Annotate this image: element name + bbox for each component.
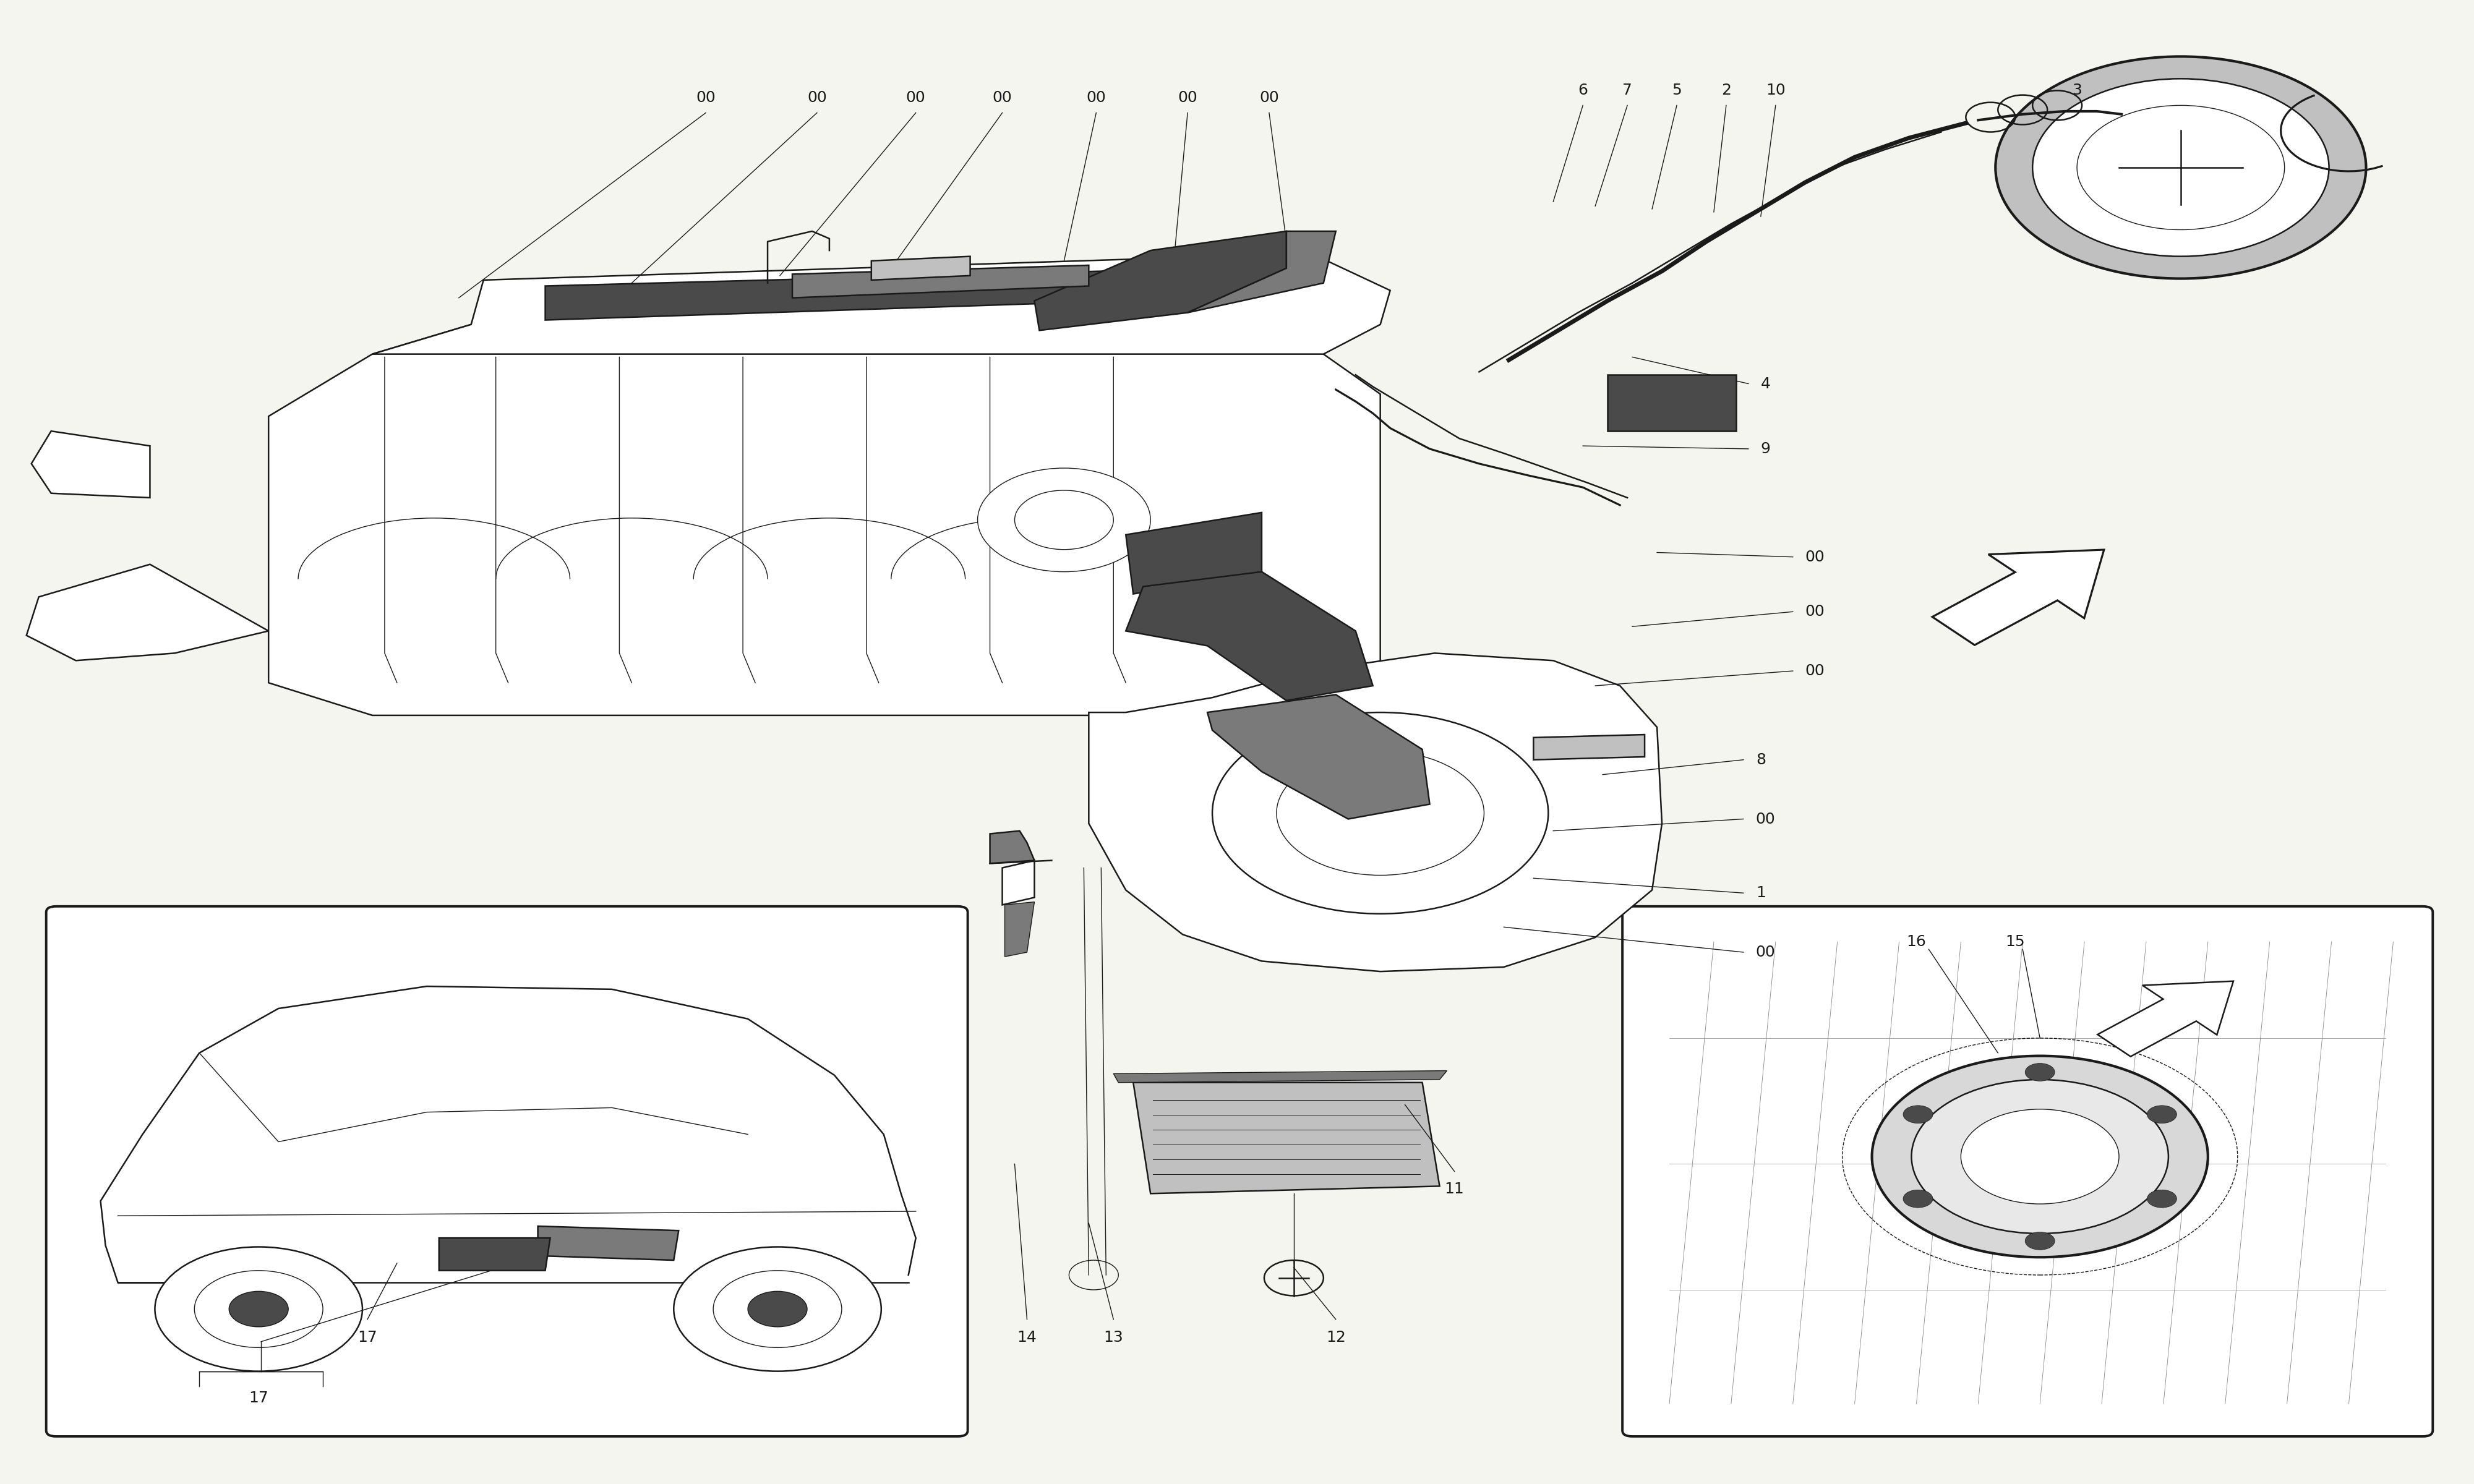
- Text: 00: 00: [1178, 91, 1197, 105]
- Text: 8: 8: [1757, 752, 1766, 767]
- Circle shape: [1212, 712, 1549, 914]
- Polygon shape: [1126, 512, 1262, 594]
- Text: 00: 00: [1806, 663, 1826, 678]
- Polygon shape: [1089, 653, 1663, 972]
- Circle shape: [977, 467, 1150, 571]
- Polygon shape: [537, 1226, 678, 1260]
- Circle shape: [747, 1291, 807, 1327]
- Circle shape: [1903, 1106, 1932, 1123]
- Circle shape: [1873, 1057, 2207, 1257]
- Text: 12: 12: [1326, 1330, 1346, 1345]
- Circle shape: [2026, 1232, 2056, 1250]
- Text: 00: 00: [1806, 604, 1826, 619]
- Polygon shape: [27, 564, 270, 660]
- Text: 00: 00: [1259, 91, 1279, 105]
- Circle shape: [2147, 1106, 2177, 1123]
- Circle shape: [156, 1247, 361, 1371]
- Circle shape: [673, 1247, 881, 1371]
- Text: 00: 00: [1086, 91, 1106, 105]
- Polygon shape: [270, 325, 1380, 715]
- Text: 17: 17: [359, 1330, 376, 1345]
- Text: 13: 13: [1103, 1330, 1123, 1345]
- Text: 17: 17: [250, 1391, 270, 1405]
- Polygon shape: [990, 831, 1034, 864]
- Text: 00: 00: [1757, 812, 1776, 827]
- Polygon shape: [792, 266, 1089, 298]
- Text: 00: 00: [905, 91, 925, 105]
- Circle shape: [1997, 56, 2365, 279]
- Circle shape: [1962, 1109, 2120, 1204]
- Polygon shape: [1002, 861, 1034, 905]
- FancyBboxPatch shape: [47, 907, 967, 1437]
- Bar: [1608, 375, 1737, 430]
- Polygon shape: [1207, 695, 1430, 819]
- Text: 2: 2: [1722, 83, 1732, 98]
- Polygon shape: [544, 269, 1212, 321]
- Polygon shape: [1004, 902, 1034, 957]
- Text: 5: 5: [1672, 83, 1682, 98]
- Polygon shape: [1126, 571, 1373, 700]
- Circle shape: [1014, 490, 1113, 549]
- Text: 4: 4: [1761, 377, 1771, 392]
- Circle shape: [195, 1270, 324, 1347]
- Text: 00: 00: [807, 91, 826, 105]
- Polygon shape: [871, 257, 970, 280]
- Text: 7: 7: [1623, 83, 1633, 98]
- Circle shape: [1903, 1190, 1932, 1208]
- Circle shape: [1912, 1079, 2167, 1233]
- Text: 00: 00: [1806, 549, 1826, 564]
- Text: 10: 10: [1766, 83, 1786, 98]
- Text: 6: 6: [1578, 83, 1588, 98]
- Text: 1: 1: [1757, 886, 1766, 901]
- Text: 14: 14: [1017, 1330, 1037, 1345]
- Text: 3: 3: [2073, 83, 2083, 98]
- Polygon shape: [438, 1238, 549, 1270]
- Circle shape: [2147, 1190, 2177, 1208]
- Polygon shape: [371, 254, 1390, 355]
- Polygon shape: [1188, 232, 1336, 313]
- Polygon shape: [2098, 981, 2234, 1057]
- Text: 00: 00: [992, 91, 1012, 105]
- Polygon shape: [1034, 232, 1286, 331]
- Circle shape: [2026, 1063, 2056, 1080]
- Text: 00: 00: [695, 91, 715, 105]
- Text: 16: 16: [1907, 935, 1927, 950]
- FancyBboxPatch shape: [1623, 907, 2432, 1437]
- Polygon shape: [1133, 1082, 1440, 1193]
- Text: 11: 11: [1445, 1181, 1465, 1196]
- Polygon shape: [1534, 735, 1645, 760]
- Polygon shape: [32, 430, 151, 497]
- Polygon shape: [1113, 1070, 1447, 1082]
- Polygon shape: [1932, 549, 2103, 646]
- Text: 9: 9: [1761, 441, 1771, 456]
- Circle shape: [1277, 751, 1484, 876]
- Circle shape: [230, 1291, 289, 1327]
- Circle shape: [713, 1270, 841, 1347]
- Circle shape: [2078, 105, 2284, 230]
- Circle shape: [2034, 79, 2328, 257]
- Text: 00: 00: [1757, 945, 1776, 960]
- Text: 15: 15: [2006, 935, 2026, 950]
